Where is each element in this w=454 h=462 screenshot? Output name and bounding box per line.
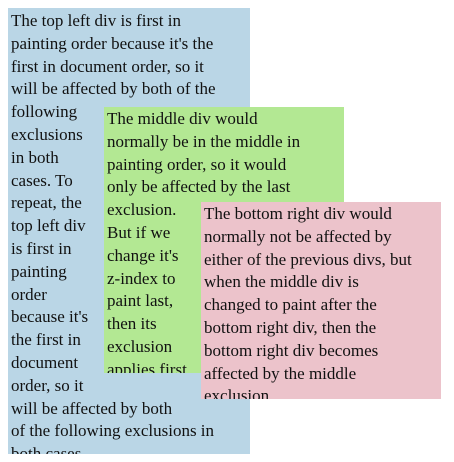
text-line: The top left div is first in — [11, 11, 181, 30]
text-line: The bottom right div would — [204, 204, 392, 223]
text-line: because it's — [11, 307, 89, 327]
text-line: order — [11, 284, 47, 304]
text-line: following — [11, 102, 78, 122]
text-line: will be affected by both — [11, 398, 173, 418]
text-line: both cases. — [11, 444, 86, 454]
text-line: only be affected by the last — [107, 177, 291, 197]
text-line: the first in — [11, 330, 81, 350]
text-line: normally be in the middle in — [107, 131, 301, 151]
text-line: affected by the middle — [204, 363, 357, 383]
text-line: exclusion — [107, 336, 173, 356]
text-line: repeat, the — [11, 193, 82, 213]
text-line: bottom right div, then the — [204, 317, 377, 337]
text-line: painting order because it's the — [11, 33, 214, 53]
text-line: document — [11, 352, 79, 372]
text-line: exclusions — [11, 124, 83, 144]
text-line: The middle div would — [107, 109, 258, 128]
bottom-right-div: The bottom right div would normally not b… — [201, 202, 441, 399]
text-line: will be affected by both of the — [11, 79, 216, 99]
text-line: painting — [11, 261, 67, 281]
text-line: first in document order, so it — [11, 56, 204, 76]
text-line: order, so it — [11, 375, 84, 395]
text-line: painting order, so it would — [107, 154, 287, 174]
text-line: either of the previous divs, but — [204, 249, 412, 269]
text-line: bottom right div becomes — [204, 340, 379, 360]
text-line: But if we — [107, 222, 171, 242]
text-line: changed to paint after the — [204, 295, 377, 315]
text-line: in both — [11, 147, 59, 167]
text-line: top left div — [11, 216, 86, 236]
text-line: normally not be affected by — [204, 226, 392, 246]
text-line: cases. To — [11, 170, 73, 190]
text-line: then its — [107, 314, 157, 334]
text-line: exclusion. — [107, 200, 177, 220]
text-line: paint last, — [107, 291, 174, 311]
text-line: is first in — [11, 238, 72, 258]
text-line: change it's — [107, 245, 179, 265]
text-line: applies first. — [107, 359, 192, 373]
text-line: of the following exclusions in — [11, 421, 215, 441]
text-line: when the middle div is — [204, 272, 359, 292]
text-line: exclusion. — [204, 386, 274, 399]
text-line: z-index to — [107, 268, 176, 288]
